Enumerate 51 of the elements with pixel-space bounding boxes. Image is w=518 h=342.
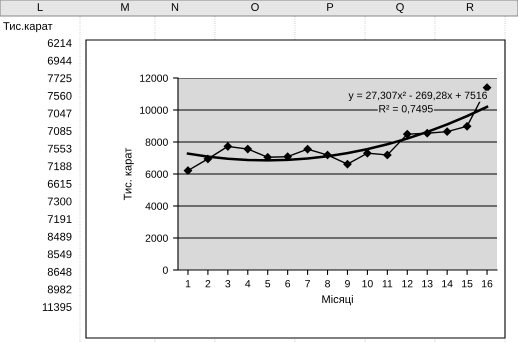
- x-tick-label: 3: [225, 280, 230, 288]
- text: M: [121, 3, 129, 11]
- y-tick-label: 10000: [140, 106, 168, 114]
- x-tick-label: 4: [245, 280, 250, 288]
- x-tick-label: 1: [186, 280, 190, 288]
- x-tick-label: 12: [402, 280, 413, 288]
- text: P: [327, 3, 334, 11]
- text: 7191: [48, 215, 72, 223]
- text: 8982: [48, 286, 72, 294]
- y-tick-label: 0: [162, 266, 168, 274]
- text: N: [172, 3, 178, 11]
- y-tick-label: 6000: [146, 170, 168, 178]
- text: 8648: [48, 268, 72, 276]
- y-tick-label: 8000: [146, 138, 168, 146]
- x-tick-label: 14: [442, 280, 453, 288]
- y-tick-label: 12000: [140, 74, 168, 82]
- x-axis-title: Місяці: [322, 294, 353, 306]
- x-tick-label: 16: [482, 280, 492, 288]
- text: 8489: [48, 232, 72, 241]
- x-tick-label: 7: [305, 280, 310, 288]
- x-tick-label: 15: [462, 280, 472, 288]
- text: 6615: [48, 180, 72, 188]
- x-tick-label: 2: [206, 280, 210, 288]
- text: 6944: [48, 56, 72, 65]
- text: Тис.карат: [3, 22, 52, 32]
- text: 11395: [42, 303, 72, 311]
- text: L: [38, 3, 43, 11]
- y-axis-title: Тис. карат: [124, 148, 134, 200]
- text: 7047: [48, 110, 72, 118]
- x-tick-label: 6: [285, 280, 290, 288]
- annotation: R² = 0,7495: [379, 105, 433, 114]
- x-tick-label: 9: [345, 280, 350, 288]
- y-tick-label: 4000: [145, 202, 168, 210]
- annotation: y = 27,307x² - 269,28x + 7516: [348, 92, 487, 102]
- text: 6214: [48, 39, 72, 47]
- text: 8549: [48, 250, 72, 258]
- text: O: [251, 3, 259, 11]
- x-tick-label: 13: [422, 280, 433, 288]
- x-tick-label: 5: [265, 280, 270, 288]
- y-tick-label: 2000: [146, 234, 168, 242]
- text: R: [466, 3, 474, 11]
- text: Q: [396, 3, 404, 13]
- text: 7188: [48, 162, 72, 170]
- x-tick-label: 10: [362, 280, 373, 288]
- x-tick-label: 11: [382, 280, 392, 288]
- text: 7085: [48, 127, 72, 135]
- text: 7560: [48, 92, 72, 100]
- text: 7553: [48, 144, 72, 153]
- x-tick-label: 8: [325, 280, 330, 288]
- text: 7725: [48, 74, 72, 82]
- text: 7300: [48, 198, 72, 206]
